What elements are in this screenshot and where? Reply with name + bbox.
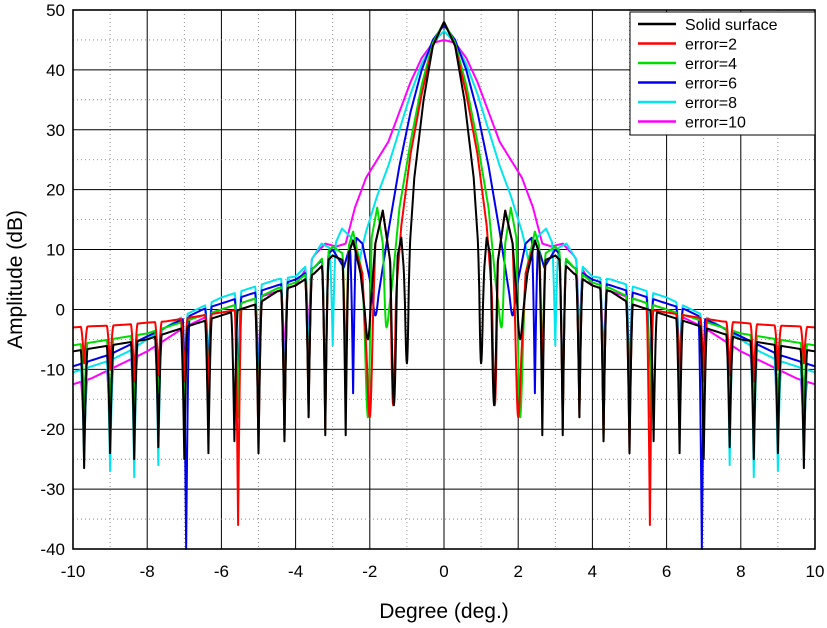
x-axis-label: Degree (deg.) (379, 600, 509, 623)
series-line-error-8 (72, 29, 816, 479)
legend-label: Solid surface (685, 17, 778, 34)
y-tick-label: -30 (40, 480, 65, 499)
series-line-error-10 (72, 38, 816, 443)
plot-frame (72, 9, 816, 550)
x-tick-label: 6 (662, 562, 671, 581)
y-tick-label: 10 (46, 241, 65, 260)
y-tick-label: -40 (40, 540, 65, 559)
x-tick-label: -8 (140, 562, 155, 581)
x-tick-label: 2 (513, 562, 522, 581)
legend-label: error=6 (685, 76, 737, 93)
legend-label: error=8 (685, 95, 737, 112)
series-layer (72, 20, 816, 550)
y-tick-label: 20 (46, 181, 65, 200)
legend: Solid surface error=2 error=4 error=6 error=… (629, 11, 816, 136)
legend-label: error=4 (685, 56, 737, 73)
series-line-error-6 (72, 23, 816, 550)
legend-label: error=2 (685, 37, 737, 54)
x-tick-label: -6 (214, 562, 229, 581)
x-tick-label: -4 (288, 562, 303, 581)
y-tick-label: 30 (46, 121, 65, 140)
x-tick-label: 0 (439, 562, 448, 581)
y-tick-label: -20 (40, 420, 65, 439)
y-tick-label: -10 (40, 360, 65, 379)
legend-label: error=10 (685, 115, 746, 132)
y-tick-label: 0 (56, 300, 65, 319)
tick-layer: -10 -8 -6 -4 -2 0 2 4 6 8 10-40-30-20-100102030405… (40, 1, 824, 581)
x-tick-label: -10 (61, 562, 86, 581)
y-tick-label: 50 (46, 1, 65, 20)
y-tick-label: 40 (46, 61, 65, 80)
series-line-solid-surface (72, 20, 816, 470)
x-tick-label: 4 (588, 562, 597, 581)
legend-box (629, 11, 816, 136)
y-axis-label: Amplitude (dB) (4, 210, 27, 349)
x-tick-label: 8 (736, 562, 745, 581)
x-tick-label: -2 (362, 562, 377, 581)
x-tick-label: 10 (806, 562, 825, 581)
